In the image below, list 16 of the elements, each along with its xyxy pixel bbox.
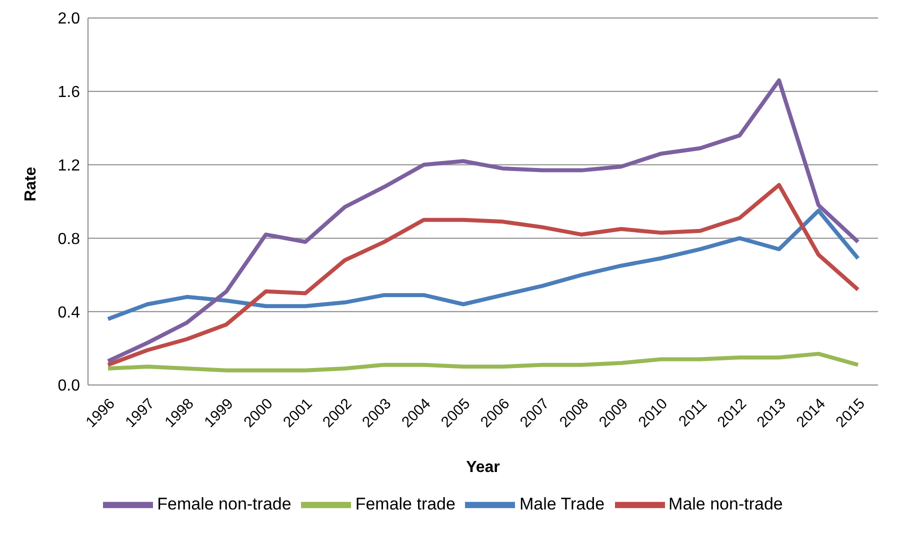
legend-label: Female trade: [355, 494, 456, 514]
line-series: [106, 352, 860, 372]
y-tick-label: 0.4: [58, 304, 80, 322]
y-tick-label: 1.2: [58, 157, 80, 174]
y-tick-label: 2.0: [58, 10, 80, 28]
y-tick-label: 0.0: [58, 378, 80, 395]
legend-label: Male non-trade: [668, 494, 783, 514]
legend-label: Male Trade: [519, 494, 605, 514]
x-axis-title: Year: [466, 459, 500, 476]
y-tick-label: 1.6: [58, 84, 80, 102]
line-series: [106, 78, 860, 364]
line-series: [106, 182, 860, 367]
line-series: [106, 208, 860, 321]
y-axis-title: Rate: [22, 166, 40, 202]
legend-label: Female non-trade: [157, 494, 292, 514]
y-tick-label: 0.8: [58, 230, 80, 248]
